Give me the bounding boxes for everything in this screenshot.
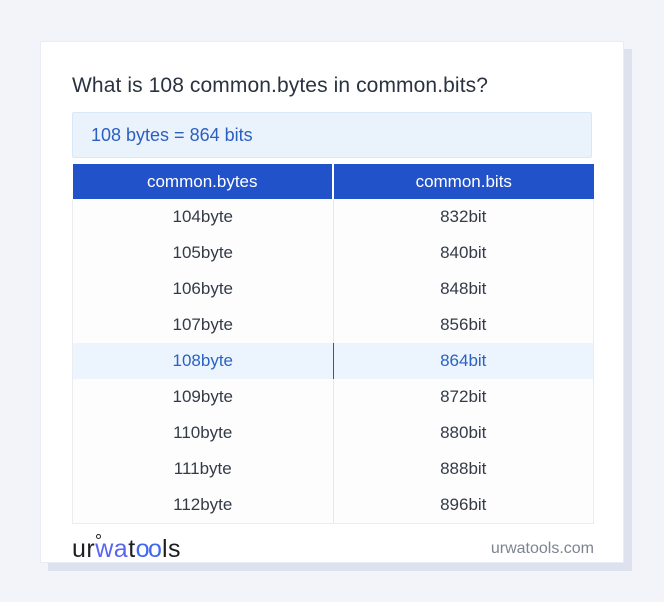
bytes-cell: 110byte xyxy=(72,415,334,451)
conversion-table: common.bytes common.bits 104byte 832bit … xyxy=(72,164,594,524)
table-row: 105byte 840bit xyxy=(72,235,594,271)
table-header-row: common.bytes common.bits xyxy=(72,164,594,199)
card-footer: ur watools urwatools.com xyxy=(72,532,594,566)
table-row: 112byte 896bit xyxy=(72,487,594,524)
table-row: 106byte 848bit xyxy=(72,271,594,307)
logo-part-wa: wa xyxy=(95,534,129,563)
bytes-cell: 106byte xyxy=(72,271,334,307)
table-row: 104byte 832bit xyxy=(72,199,594,235)
bytes-cell: 108byte xyxy=(72,343,334,379)
bits-cell: 872bit xyxy=(333,379,594,415)
bits-cell: 888bit xyxy=(333,451,594,487)
bits-cell: 856bit xyxy=(333,307,594,343)
bits-cell: 880bit xyxy=(333,415,594,451)
logo-part-ur: ur xyxy=(72,534,96,563)
bits-cell: 864bit xyxy=(333,343,594,379)
site-domain-text: urwatools.com xyxy=(490,539,594,557)
bytes-cell: 111byte xyxy=(72,451,334,487)
urwatools-logo[interactable]: ur watools xyxy=(72,533,182,564)
converter-card: What is 108 common.bytes in common.bits?… xyxy=(40,41,624,563)
logo-part-oo: oo xyxy=(135,534,162,563)
table-row: 109byte 872bit xyxy=(72,379,594,415)
logo-part-t: t xyxy=(128,534,136,563)
page-title: What is 108 common.bytes in common.bits? xyxy=(72,74,489,97)
bytes-cell: 112byte xyxy=(72,487,334,524)
conversion-result-text: 108 bytes = 864 bits xyxy=(91,124,253,145)
logo-ring-icon xyxy=(96,533,101,539)
column-header-bits: common.bits xyxy=(333,164,594,199)
conversion-result-box: 108 bytes = 864 bits xyxy=(72,112,592,158)
bits-cell: 840bit xyxy=(333,235,594,271)
bits-cell: 848bit xyxy=(333,271,594,307)
bytes-cell: 105byte xyxy=(72,235,334,271)
bytes-cell: 109byte xyxy=(72,379,334,415)
bits-cell: 832bit xyxy=(333,199,594,235)
column-header-bytes: common.bytes xyxy=(72,164,334,199)
table-row: 110byte 880bit xyxy=(72,415,594,451)
bits-cell: 896bit xyxy=(333,487,594,524)
bytes-cell: 107byte xyxy=(72,307,334,343)
table-row: 111byte 888bit xyxy=(72,451,594,487)
table-row-highlighted: 108byte 864bit xyxy=(72,343,594,379)
logo-part-ls: ls xyxy=(161,534,182,563)
bytes-cell: 104byte xyxy=(72,199,334,235)
table-row: 107byte 856bit xyxy=(72,307,594,343)
